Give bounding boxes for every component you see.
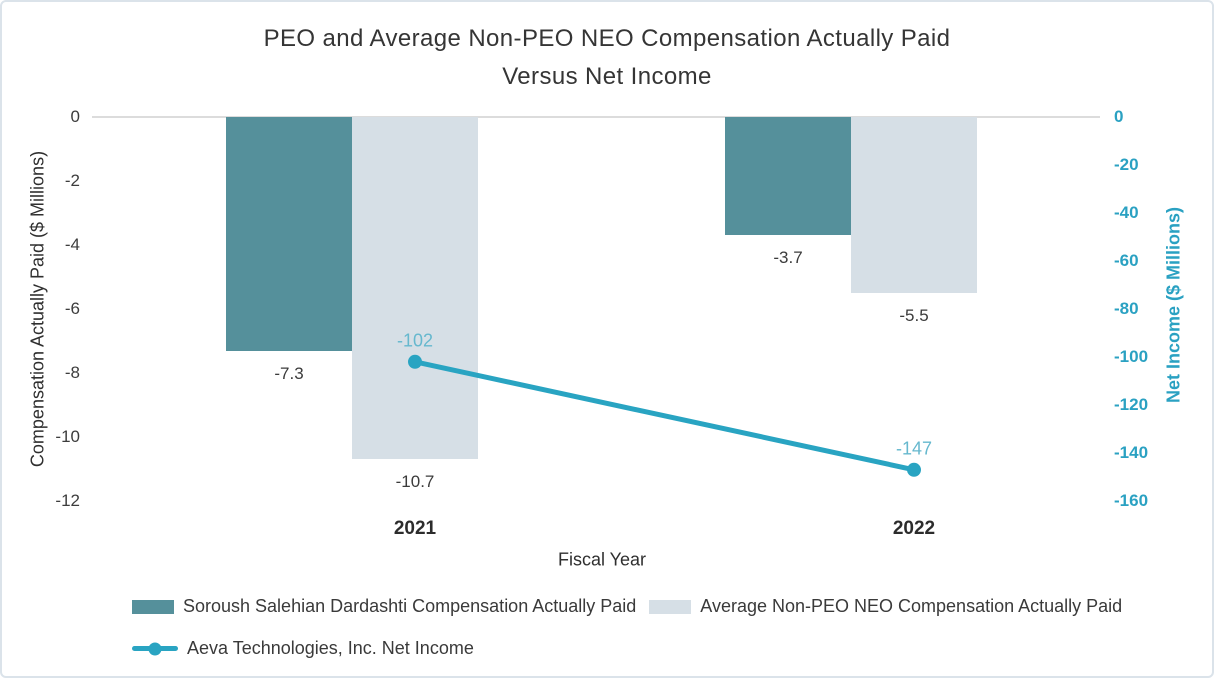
legend-label: Aeva Technologies, Inc. Net Income (187, 638, 474, 658)
legend: Soroush Salehian Dardashti Compensation … (132, 596, 1122, 676)
net-income-point (907, 462, 921, 477)
chart-title-line1: PEO and Average Non-PEO NEO Compensation… (263, 25, 951, 52)
bar-value-label: -7.3 (274, 363, 304, 383)
line-value-label: -147 (895, 438, 933, 459)
legend-item: Average Non-PEO NEO Compensation Actuall… (649, 596, 1122, 617)
net-income-line (414, 359, 915, 473)
legend-row-bars: Soroush Salehian Dardashti Compensation … (132, 596, 1122, 617)
bar-value-label: -3.7 (773, 248, 803, 268)
y-axis-left-tick: -12 (55, 491, 80, 510)
legend-swatch (649, 599, 692, 614)
x-category-label: 2022 (892, 518, 936, 539)
chart-title-line2: Versus Net Income (502, 63, 712, 90)
y-axis-right-tick: -40 (1114, 203, 1139, 222)
legend-swatch (132, 599, 174, 614)
bar-peo-2022 (725, 117, 851, 236)
legend-label: Soroush Salehian Dardashti Compensation … (183, 596, 637, 616)
bar-nonpeo-2021 (352, 117, 478, 460)
legend-row-line: Aeva Technologies, Inc. Net Income (132, 638, 1092, 659)
legend-item: Aeva Technologies, Inc. Net Income (132, 638, 474, 659)
legend-label: Average Non-PEO NEO Compensation Actuall… (700, 596, 1123, 616)
y-axis-right-tick: -120 (1114, 395, 1149, 414)
legend-item: Soroush Salehian Dardashti Compensation … (132, 596, 636, 617)
legend-line-marker (132, 641, 178, 656)
y-axis-left-tick: 0 (70, 107, 80, 126)
y-axis-left-tick: -10 (55, 427, 80, 446)
y-axis-right-tick: -100 (1114, 347, 1149, 366)
legend-dot (148, 642, 162, 655)
y-axis-right-tick: 0 (1114, 107, 1124, 126)
bar-value-label: -10.7 (395, 472, 435, 492)
bar-peo-2021 (226, 117, 352, 351)
line-value-label: -102 (396, 330, 434, 351)
y-axis-left-tick: -4 (64, 235, 80, 254)
bar-value-label: -5.5 (899, 306, 929, 325)
y-axis-right-tick: -140 (1114, 443, 1149, 462)
y-axis-left-tick: -6 (64, 299, 80, 318)
right-axis-title: Net Income ($ Millions) (1163, 206, 1184, 404)
y-axis-right-tick: -80 (1114, 299, 1139, 318)
y-axis-right-tick: -60 (1114, 251, 1139, 270)
y-axis-right-tick: -160 (1114, 491, 1149, 510)
y-axis-left-tick: -2 (64, 171, 80, 190)
y-axis-right-tick: -20 (1114, 155, 1139, 174)
zero-gridline (92, 116, 1100, 118)
x-axis-title: Fiscal Year (557, 549, 647, 570)
chart-title: PEO and Average Non-PEO NEO Compensation… (2, 20, 1212, 96)
y-axis-left-tick: -8 (64, 363, 80, 382)
bar-nonpeo-2022 (851, 117, 977, 293)
x-category-label: 2021 (393, 518, 437, 539)
